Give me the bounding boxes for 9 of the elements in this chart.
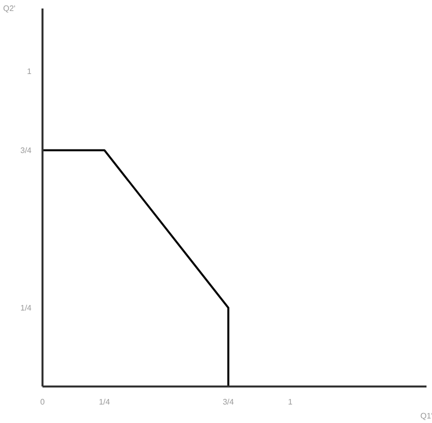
x-tick-label: 3/4 <box>222 398 234 406</box>
y-tick-label: 3/4 <box>20 146 32 155</box>
y-tick-label: 1 <box>27 67 32 76</box>
y-tick-label: 1/4 <box>20 303 32 312</box>
x-axis-title: Q1' <box>420 412 432 420</box>
x-tick-label: 1 <box>288 398 294 406</box>
y-axis-title: Q2' <box>3 4 16 13</box>
x-tick-label: 1/4 <box>98 398 111 406</box>
x-tick-label: 0 <box>40 398 46 406</box>
